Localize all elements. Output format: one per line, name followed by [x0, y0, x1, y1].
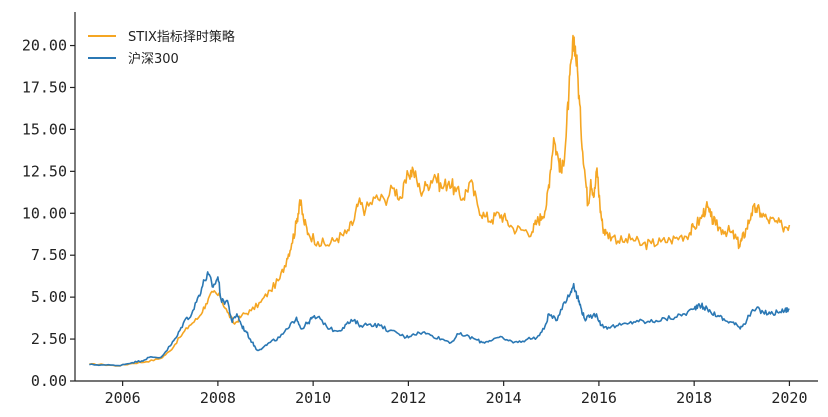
x-tick-label: 2014 — [486, 389, 522, 407]
axes — [74, 12, 818, 382]
x-tick-label: 2010 — [295, 389, 331, 407]
x-tick-label: 2008 — [200, 389, 236, 407]
y-tick-label: 15.00 — [22, 120, 67, 138]
series-line-hs300 — [89, 271, 790, 367]
x-tick-label: 2006 — [105, 389, 141, 407]
legend-label-hs300: 沪深300 — [128, 51, 179, 67]
y-tick-label: 20.00 — [22, 37, 67, 55]
y-axis-ticks: 0.00 2.50 5.00 7.50 10.00 12.50 15.00 17.50 20.0… — [22, 37, 75, 390]
legend: STIX指标择时策略 沪深300 — [88, 29, 235, 67]
y-tick-label: 5.00 — [31, 288, 67, 306]
x-tick-label: 2012 — [390, 389, 426, 407]
x-tick-label: 2016 — [581, 389, 617, 407]
x-tick-label: 2020 — [771, 389, 807, 407]
legend-label-stix: STIX指标择时策略 — [128, 29, 235, 45]
x-axis-ticks: 2006 2008 2010 2012 2014 2016 2018 2020 — [105, 381, 807, 407]
y-tick-label: 0.00 — [31, 372, 67, 390]
series-layer — [89, 34, 791, 367]
y-tick-label: 7.50 — [31, 246, 67, 264]
y-tick-label: 17.50 — [22, 78, 67, 96]
y-tick-label: 2.50 — [31, 330, 67, 348]
series-line-stix — [89, 34, 791, 367]
x-tick-label: 2018 — [676, 389, 712, 407]
y-tick-label: 10.00 — [22, 204, 67, 222]
y-tick-label: 12.50 — [22, 162, 67, 180]
